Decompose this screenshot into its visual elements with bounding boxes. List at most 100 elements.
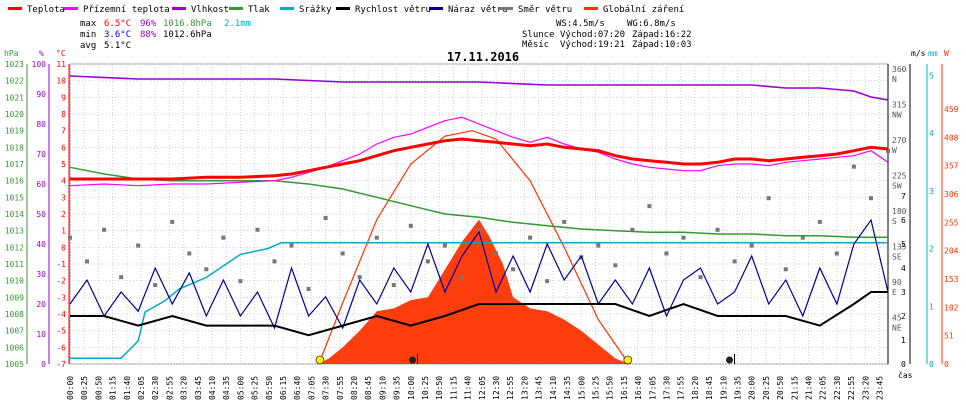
radiation-tick: 459 — [944, 105, 959, 114]
wind-tick: 6 — [901, 216, 906, 225]
direction-tick: NW — [892, 110, 902, 119]
wind-direction-point — [459, 275, 464, 280]
humidity-tick: 30 — [36, 270, 46, 279]
wind-direction-point — [698, 275, 703, 280]
temperature-tick: 9 — [61, 93, 66, 102]
wind-direction-point — [374, 235, 379, 240]
wind-direction-point — [477, 227, 481, 232]
radiation-unit: W — [944, 49, 949, 58]
time-tick: 07:55 — [336, 376, 345, 400]
wind-direction-point — [613, 263, 618, 268]
wind-tick: 7 — [901, 192, 906, 201]
moon-marker — [409, 356, 417, 364]
legend-swatch — [172, 7, 186, 10]
temperature-line — [70, 137, 889, 181]
time-tick: 15:25 — [591, 376, 600, 400]
pressure-tick: 1015 — [5, 193, 24, 202]
wind-tick: 2 — [901, 312, 906, 321]
time-tick: 02:55 — [165, 376, 174, 400]
time-tick: 00:50 — [94, 376, 103, 400]
temperature-tick: -4 — [56, 310, 66, 319]
legend-swatch — [8, 7, 22, 10]
time-tick: 20:50 — [776, 376, 785, 400]
time-tick: 03:45 — [194, 376, 203, 400]
pressure-tick: 1019 — [5, 127, 24, 136]
direction-tick: SW — [892, 181, 902, 190]
time-tick: 14:10 — [549, 376, 558, 400]
temperature-tick: 0 — [61, 243, 66, 252]
humidity-tick: 40 — [36, 240, 46, 249]
stat-max-press: 1016.8hPa — [163, 19, 212, 29]
radiation-tick: 408 — [944, 133, 959, 142]
time-tick: 21:40 — [804, 376, 813, 400]
direction-tick: S — [892, 217, 897, 226]
wind-tick: 1 — [901, 336, 906, 345]
sunrise-info: Východ:07:20 — [560, 30, 625, 40]
stat-max-temp: 6.5°C — [104, 19, 131, 29]
wind-direction-point — [511, 267, 516, 272]
time-tick: 22:05 — [819, 376, 828, 400]
stat-max-rain: 2.1mm — [224, 19, 251, 29]
radiation-tick: 357 — [944, 162, 959, 171]
wind-direction-point — [886, 148, 890, 153]
moonrise-info: Východ:19:21 — [560, 40, 625, 50]
moon-marker — [726, 356, 734, 364]
legend-label: Přízemní teplota — [83, 5, 170, 15]
temperature-tick: -6 — [56, 343, 66, 352]
radiation-tick: 153 — [944, 275, 959, 284]
rain-unit: mm — [928, 49, 938, 58]
time-tick: 23:45 — [875, 376, 884, 400]
direction-tick: 135 — [892, 243, 907, 252]
radiation-tick: 0 — [944, 360, 949, 369]
wind-direction-point — [272, 259, 277, 264]
time-tick: 08:45 — [364, 376, 373, 400]
radiation-tick: 102 — [944, 303, 959, 312]
legend-label: Tlak — [248, 5, 270, 15]
wind-direction-point — [204, 267, 209, 272]
wind-direction-point — [442, 243, 447, 248]
pressure-tick: 1007 — [5, 327, 24, 336]
direction-tick: E — [892, 288, 897, 297]
temperature-tick: 11 — [56, 60, 66, 69]
sunset-info: Západ:16:22 — [632, 30, 692, 40]
radiation-area — [318, 219, 629, 364]
temperature-tick: 8 — [61, 110, 66, 119]
wind-direction-point — [323, 215, 328, 220]
legend-swatch — [229, 7, 243, 10]
direction-tick: 225 — [892, 171, 907, 180]
rain-tick: 5 — [929, 72, 934, 81]
time-tick: 09:35 — [393, 376, 402, 400]
wind-direction-point — [153, 283, 158, 288]
time-tick: 20:00 — [748, 376, 757, 400]
wind-gust-info: WG:6.8m/s — [627, 19, 676, 29]
legend-swatch — [429, 7, 443, 10]
time-tick: 15:50 — [606, 376, 615, 400]
wind-tick: 5 — [901, 240, 906, 249]
radiation-tick: 51 — [944, 332, 954, 341]
time-tick: 12:55 — [506, 376, 515, 400]
pressure-tick: 1011 — [5, 260, 24, 269]
rain-line — [70, 242, 888, 359]
humidity-line — [69, 75, 889, 101]
time-tick: 06:40 — [293, 376, 302, 400]
temperature-tick: -3 — [56, 293, 66, 302]
stat-avg-temp: 5.1°C — [104, 41, 131, 51]
wind-direction-point — [596, 243, 601, 248]
time-tick: 10:00 — [407, 376, 416, 400]
wind-direction-point — [306, 287, 311, 291]
pressure-unit: hPa — [4, 49, 19, 58]
temperature-tick: 2 — [61, 210, 66, 219]
legend-label: Náraz větru — [448, 5, 508, 15]
sun-moon-markers — [315, 354, 736, 365]
wind-direction-point — [630, 227, 635, 232]
legend-swatch — [336, 7, 350, 10]
temperature-tick: 7 — [61, 127, 66, 136]
wind-direction-point — [187, 251, 192, 256]
pressure-tick: 1009 — [5, 293, 24, 302]
time-tick: 05:00 — [236, 376, 245, 400]
time-tick: 23:20 — [861, 376, 870, 400]
wind-direction-point — [834, 251, 839, 256]
time-tick: 10:50 — [435, 376, 444, 400]
rain-tick: 2 — [929, 245, 934, 254]
